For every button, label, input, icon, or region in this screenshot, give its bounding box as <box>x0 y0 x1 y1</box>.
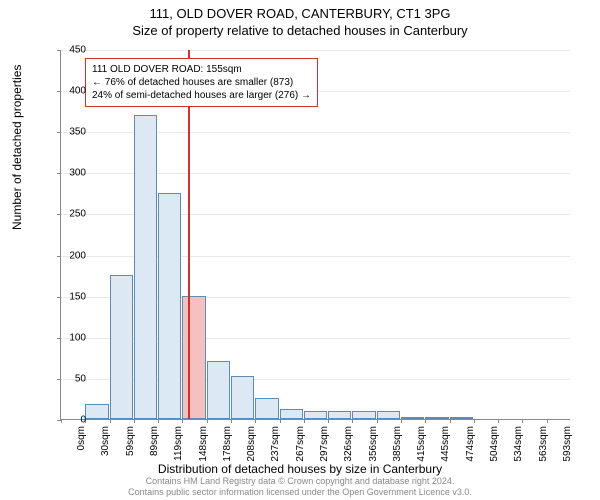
x-tick-label: 148sqm <box>198 426 209 466</box>
x-tick-mark <box>280 419 281 423</box>
histogram-bar <box>158 193 181 419</box>
histogram-bar <box>377 411 400 419</box>
x-tick-mark <box>134 419 135 423</box>
y-tick-label: 400 <box>56 86 86 97</box>
x-tick-mark <box>207 419 208 423</box>
chart-container: 111, OLD DOVER ROAD, CANTERBURY, CT1 3PG… <box>0 0 600 500</box>
x-tick-label: 0sqm <box>76 426 87 466</box>
x-tick-label: 563sqm <box>538 426 549 466</box>
plot-area: 111 OLD DOVER ROAD: 155sqm ← 76% of deta… <box>60 50 570 420</box>
x-tick-mark <box>352 419 353 423</box>
histogram-bar <box>134 115 157 419</box>
x-tick-mark <box>522 419 523 423</box>
chart-title-sub: Size of property relative to detached ho… <box>0 21 600 38</box>
x-tick-mark <box>474 419 475 423</box>
x-tick-label: 356sqm <box>368 426 379 466</box>
x-tick-label: 474sqm <box>465 426 476 466</box>
annotation-line3: 24% of semi-detached houses are larger (… <box>92 89 311 102</box>
y-tick-label: 250 <box>56 209 86 220</box>
x-tick-mark <box>425 419 426 423</box>
y-tick-label: 50 <box>56 373 86 384</box>
histogram-bar <box>280 409 303 419</box>
histogram-bar <box>304 411 327 419</box>
histogram-bar <box>352 411 375 419</box>
x-tick-mark <box>377 419 378 423</box>
y-axis-label: Number of detached properties <box>10 65 24 230</box>
histogram-bar <box>182 296 205 419</box>
x-tick-mark <box>110 419 111 423</box>
histogram-bar <box>207 361 230 419</box>
x-tick-mark <box>182 419 183 423</box>
footer-line1: Contains HM Land Registry data © Crown c… <box>0 476 600 487</box>
x-tick-label: 178sqm <box>222 426 233 466</box>
x-tick-mark <box>498 419 499 423</box>
x-tick-label: 326sqm <box>343 426 354 466</box>
x-tick-mark <box>231 419 232 423</box>
x-tick-label: 504sqm <box>489 426 500 466</box>
x-tick-label: 208sqm <box>246 426 257 466</box>
y-tick-label: 450 <box>56 45 86 56</box>
x-tick-label: 237sqm <box>270 426 281 466</box>
x-tick-label: 445sqm <box>440 426 451 466</box>
x-tick-mark <box>304 419 305 423</box>
x-tick-label: 534sqm <box>513 426 524 466</box>
y-tick-label: 300 <box>56 168 86 179</box>
x-tick-label: 59sqm <box>125 426 136 466</box>
x-tick-label: 385sqm <box>392 426 403 466</box>
histogram-bar <box>85 404 108 419</box>
x-tick-label: 297sqm <box>319 426 330 466</box>
footer-line2: Contains public sector information licen… <box>0 487 600 498</box>
histogram-bar <box>231 376 254 419</box>
histogram-bar <box>401 417 424 419</box>
y-tick-label: 0 <box>56 415 86 426</box>
histogram-bar <box>450 417 473 419</box>
footer: Contains HM Land Registry data © Crown c… <box>0 476 600 498</box>
chart-title-main: 111, OLD DOVER ROAD, CANTERBURY, CT1 3PG <box>0 0 600 21</box>
annotation-box: 111 OLD DOVER ROAD: 155sqm ← 76% of deta… <box>85 58 318 107</box>
annotation-line1: 111 OLD DOVER ROAD: 155sqm <box>92 63 311 76</box>
histogram-bar <box>110 275 133 419</box>
x-tick-mark <box>158 419 159 423</box>
y-tick-label: 200 <box>56 250 86 261</box>
x-tick-label: 30sqm <box>100 426 111 466</box>
x-tick-mark <box>401 419 402 423</box>
histogram-bar <box>425 417 448 419</box>
x-tick-label: 267sqm <box>295 426 306 466</box>
x-tick-label: 593sqm <box>562 426 573 466</box>
x-tick-label: 415sqm <box>416 426 427 466</box>
y-tick-label: 350 <box>56 127 86 138</box>
x-tick-label: 89sqm <box>149 426 160 466</box>
histogram-bar <box>328 411 351 419</box>
gridline <box>61 50 570 51</box>
histogram-bar <box>255 398 278 419</box>
y-tick-label: 100 <box>56 332 86 343</box>
x-tick-label: 119sqm <box>173 426 184 466</box>
x-tick-mark <box>255 419 256 423</box>
x-tick-mark <box>328 419 329 423</box>
y-tick-label: 150 <box>56 291 86 302</box>
annotation-line2: ← 76% of detached houses are smaller (87… <box>92 76 311 89</box>
x-tick-mark <box>450 419 451 423</box>
x-tick-mark <box>547 419 548 423</box>
